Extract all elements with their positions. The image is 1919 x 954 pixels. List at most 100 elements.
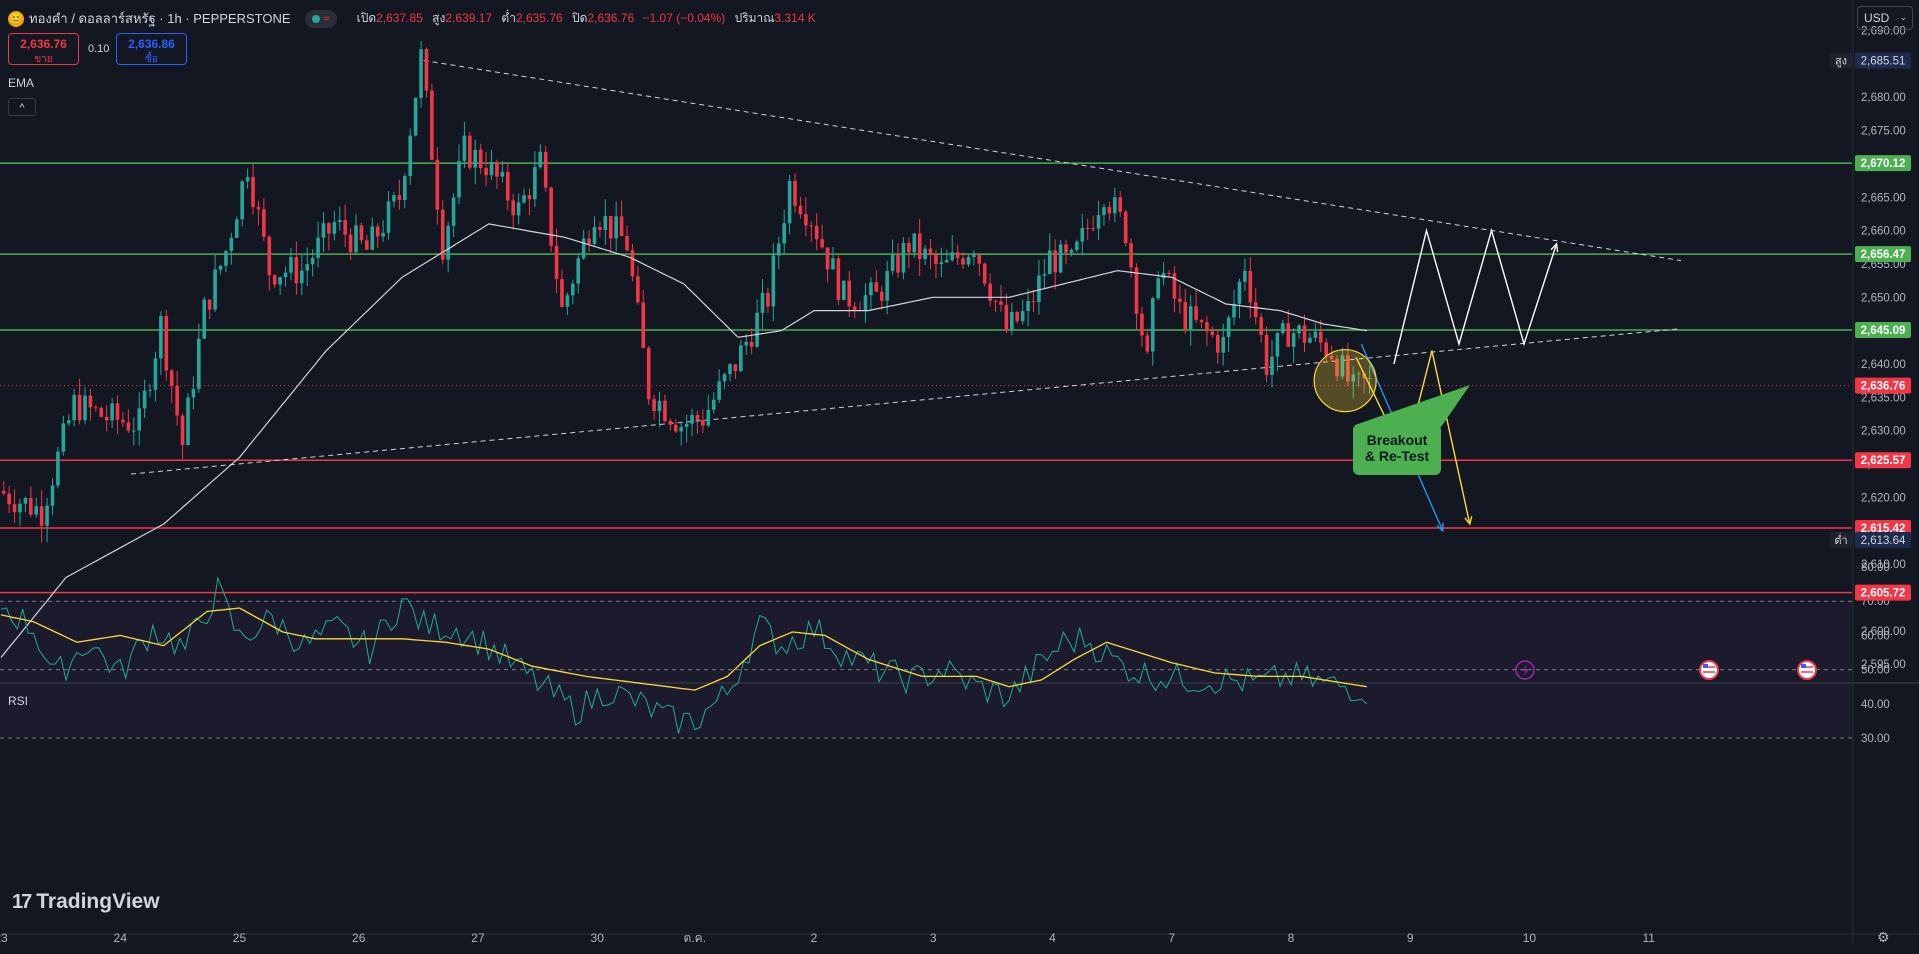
candle-body [1010, 311, 1014, 331]
candle-body [1270, 356, 1274, 375]
candle-body [435, 159, 440, 210]
rsi-ma-line [0, 607, 1367, 691]
price-tick-label: 2,610.00 [1861, 559, 1906, 571]
candle-body [83, 395, 87, 421]
white-projection-path [1393, 227, 1558, 365]
candle-body [213, 269, 217, 310]
lightning-event-icon [1515, 660, 1535, 680]
candle-body [560, 279, 564, 307]
sell-button[interactable]: 2,636.76 ขาย [8, 33, 79, 65]
candle-body [1324, 342, 1328, 357]
candle-body [1340, 355, 1345, 377]
candle-body [1091, 228, 1095, 230]
candle-body [782, 223, 786, 244]
buy-button[interactable]: 2,636.86 ซื้อ [116, 33, 187, 65]
candle-body [164, 316, 169, 371]
candle-body [267, 236, 272, 276]
candle-body [1042, 274, 1047, 276]
rsi-tick-label: 30.00 [1861, 733, 1890, 745]
symbol-header[interactable]: 😊 ทองคำ / ดอลลาร์สหรัฐ · 1h · PEPPERSTON… [8, 8, 816, 29]
high-price-tag-bg [1855, 52, 1911, 69]
candle-body [1085, 227, 1090, 229]
tradingview-logo-text: TradingView [36, 890, 160, 913]
currency-select[interactable]: USD ⌄ [1857, 6, 1913, 30]
candle-body [186, 397, 190, 446]
candle-body [1275, 332, 1280, 357]
symbol-title[interactable]: ทองคำ / ดอลลาร์สหรัฐ · 1h · PEPPERSTONE [29, 11, 291, 26]
candle-body [1329, 356, 1334, 359]
price-tick-label: 2,640.00 [1861, 359, 1906, 371]
support-price-tag-bg [1855, 584, 1911, 601]
candle-body [999, 301, 1003, 305]
candle-body [365, 240, 369, 250]
candle-body [820, 239, 824, 248]
time-tick-label: 2 [811, 931, 818, 945]
rsi-indicator-label[interactable]: RSI [8, 694, 29, 708]
rsi-tick-label: 80.00 [1861, 562, 1890, 574]
rsi-line [0, 576, 1368, 734]
candle-body [1264, 334, 1269, 375]
time-tick-label: 9 [1407, 931, 1414, 945]
candle-body [972, 255, 976, 257]
resistance-price-tag: 2,656.47 [1861, 249, 1906, 261]
candle-body [327, 223, 331, 234]
candle-body [744, 341, 749, 346]
candle-body [72, 394, 76, 421]
candle-body [1281, 323, 1285, 333]
candle-body [673, 424, 678, 432]
candle-body [354, 225, 358, 253]
low-tag-label: ต่ำ [1834, 532, 1847, 547]
candle-body [153, 358, 158, 390]
candle-body [879, 291, 884, 301]
resistance-price-tag: 2,645.09 [1861, 325, 1906, 337]
candle-body [608, 216, 613, 239]
candle-body [977, 255, 982, 264]
candle-body [1318, 331, 1323, 343]
candle-body [565, 295, 570, 307]
resistance-price-tag-bg [1855, 246, 1911, 263]
candle-body [56, 451, 60, 486]
candle-body [148, 389, 152, 391]
candle-body [332, 222, 337, 234]
candle-body [1129, 243, 1133, 268]
candle-body [576, 258, 581, 284]
change-value: −1.07 (−0.04%) [642, 11, 726, 25]
rising-trendline [131, 328, 1682, 475]
candle-body [370, 226, 375, 250]
candle-body [1037, 275, 1041, 303]
candle-body [939, 262, 944, 265]
candle-body [733, 364, 738, 372]
low-price-tag-bg [1855, 531, 1911, 548]
market-status-pill[interactable]: ≈ [304, 9, 337, 28]
candle-body [23, 497, 28, 504]
candle-body [652, 399, 656, 412]
gear-icon[interactable]: ⚙ [1877, 929, 1890, 945]
candle-body [695, 414, 700, 421]
candle-body [533, 167, 537, 200]
candle-body [310, 257, 315, 265]
tradingview-logo[interactable]: 17 TradingView [12, 890, 160, 914]
time-tick-label: 25 [233, 931, 247, 945]
low-value: 2,635.76 [515, 11, 563, 25]
candle-body [706, 409, 711, 426]
price-tick-label: 2,630.00 [1861, 426, 1906, 438]
rsi-tick-label: 50.00 [1861, 665, 1890, 677]
chevron-down-icon: ⌄ [1899, 12, 1907, 22]
ema-indicator-label[interactable]: EMA [8, 76, 35, 90]
collapse-indicators-button[interactable]: ^ [8, 98, 36, 116]
candle-body [224, 250, 228, 266]
candle-body [717, 381, 721, 400]
candle-body [771, 255, 776, 307]
candle-body [755, 312, 759, 347]
candle-body [739, 345, 743, 372]
yellow-projection-path-arrowhead [1464, 516, 1473, 526]
candle-body [1308, 337, 1312, 343]
candle-body [402, 176, 407, 201]
candle-body [321, 223, 326, 238]
candle-body [809, 225, 814, 227]
high-value: 2,639.17 [445, 11, 493, 25]
flag-canton [1703, 664, 1708, 668]
us-flag-event-icon [1797, 660, 1817, 680]
candle-body [413, 97, 418, 136]
